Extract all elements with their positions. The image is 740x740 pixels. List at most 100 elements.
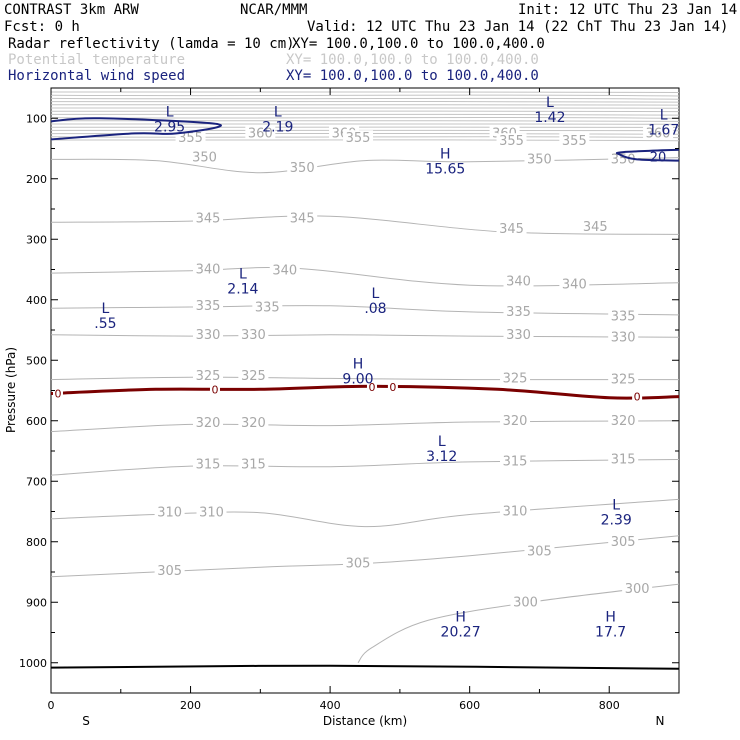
theta-contour-label: 315: [241, 457, 266, 472]
legend-reflectivity-xy: XY= 100.0,100.0 to 100.0,400.0: [292, 36, 545, 52]
x-tick-label: 200: [180, 699, 201, 712]
theta-label-bg: [193, 297, 223, 312]
extremum-type: H: [455, 609, 466, 625]
extremum-high: H15.65: [425, 147, 465, 178]
y-tick-label: 500: [26, 354, 47, 367]
theta-label-bg: [496, 133, 527, 148]
theta-label-bg: [503, 326, 534, 341]
theta-label-bg: [193, 261, 223, 276]
reflectivity-contour-label: 0: [211, 383, 218, 396]
theta-contour-line: [51, 459, 679, 476]
theta-contour-label: 345: [196, 212, 221, 227]
surface-line: [51, 664, 679, 670]
theta-label-bg: [580, 219, 611, 234]
theta-contour-label: 320: [611, 414, 636, 429]
theta-contour-label: 335: [255, 301, 280, 316]
legend-theta-name: Potential temperature: [8, 52, 185, 68]
theta-contour-line: [51, 334, 679, 338]
extremum-value: 2.95: [154, 119, 185, 135]
theta-contours: 350 350 350 350 345 345 345 345 340 340 340 340 335 3…: [51, 125, 679, 664]
extremum-value: 17.7: [595, 624, 626, 640]
model-title: CONTRAST 3km ARW: [4, 2, 139, 18]
theta-stack-line: [51, 100, 679, 103]
extremum-value: 2.14: [227, 281, 258, 297]
plot-area: 350 350 350 350 345 345 345 345 340 340 340 340 335 3…: [19, 87, 680, 712]
theta-contour-line: [51, 420, 679, 433]
theta-contour-label: 335: [611, 310, 636, 325]
extremum-type: H: [605, 609, 616, 625]
reflectivity-contour-label: 0: [368, 381, 375, 394]
theta-label-bg: [193, 210, 223, 225]
theta-contour-line: [51, 376, 679, 381]
theta-label-bg: [503, 273, 534, 288]
theta-stack-line: [51, 113, 679, 116]
theta-contour-label: 355: [499, 134, 524, 149]
extremum-low: L2.14: [227, 266, 258, 297]
theta-contour-label: 350: [192, 151, 217, 166]
extremum-value: 1.42: [534, 110, 565, 126]
theta-label-bg: [559, 276, 590, 291]
extremum-low: L1.67: [648, 107, 679, 138]
reflectivity-contour-label: 0: [634, 391, 641, 404]
x-axis-label: Distance (km): [323, 714, 407, 728]
wind-contour-label: 20: [650, 151, 667, 166]
theta-label-bg: [189, 149, 220, 164]
y-axis-label: Pressure (hPa): [4, 347, 18, 433]
extremum-low: L.55: [94, 301, 116, 332]
extremum-type: L: [372, 286, 380, 302]
reflectivity-contour-label: 0: [389, 381, 396, 394]
theta-label-bg: [196, 504, 227, 519]
extremum-low: L3.12: [426, 434, 457, 465]
theta-contour-label: 330: [611, 330, 636, 345]
reflectivity-contour-label: 0: [54, 388, 61, 401]
theta-label-bg: [193, 456, 223, 471]
theta-contour-label: 300: [625, 582, 650, 597]
y-tick-label: 600: [26, 415, 47, 428]
theta-label-bg: [193, 367, 223, 382]
theta-contour-label: 315: [611, 452, 636, 467]
y-tick-label: 900: [26, 596, 47, 609]
reflectivity-label-bg: [366, 380, 377, 392]
extremum-low: L2.19: [262, 104, 293, 135]
extremum-value: 2.19: [262, 119, 293, 135]
theta-contour-label: 310: [503, 505, 528, 520]
forecast-hour: Fcst: 0 h: [4, 19, 80, 35]
theta-contour-label: 350: [527, 152, 552, 167]
theta-contour-line: [51, 305, 679, 316]
init-time: Init: 12 UTC Thu 23 Jan 14: [518, 2, 737, 18]
reflectivity-label-bg: [209, 383, 220, 395]
theta-contour-label: 350: [611, 152, 636, 167]
theta-label-bg: [608, 151, 639, 166]
theta-contour-label: 310: [157, 506, 182, 521]
extremum-high: H17.7: [595, 609, 626, 640]
theta-label-bg: [608, 533, 639, 548]
y-tick-label: 1000: [19, 657, 47, 670]
extremum-type: L: [102, 301, 110, 317]
legend-theta-xy: XY= 100.0,100.0 to 100.0,400.0: [286, 52, 539, 68]
extremum-value: 1.67: [648, 122, 679, 138]
extremum-value: 9.00: [342, 372, 373, 388]
theta-stack-line: [51, 116, 679, 119]
theta-label-bg: [608, 329, 639, 344]
theta-label-bg: [496, 220, 527, 235]
theta-label-bg: [343, 130, 374, 145]
theta-contour-label: 345: [583, 220, 608, 235]
theta-label-bg: [643, 125, 674, 140]
y-tick-label: 100: [26, 112, 47, 125]
theta-contour-label: 355: [346, 131, 371, 146]
theta-contour-label: 330: [241, 328, 266, 343]
theta-contour-label: 355: [178, 131, 203, 146]
theta-label-bg: [343, 555, 374, 570]
theta-contour-label: 340: [272, 264, 297, 279]
extremum-type: L: [239, 266, 247, 282]
extremum-type: L: [166, 104, 174, 120]
x-end-label-north: N: [656, 714, 665, 728]
theta-contour-label: 330: [506, 328, 531, 343]
theta-contour-line: [51, 498, 679, 528]
extremum-high: H20.27: [441, 609, 481, 640]
extremum-type: H: [353, 357, 364, 373]
wind-contour-line: [615, 148, 679, 162]
theta-label-bg: [500, 370, 531, 385]
theta-contour-label: 300: [513, 595, 538, 610]
theta-label-bg: [500, 503, 531, 518]
